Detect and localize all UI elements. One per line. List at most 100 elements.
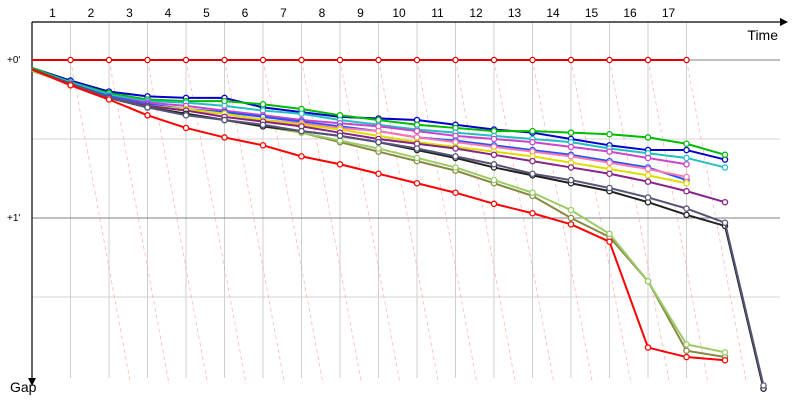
x-axis-label: Time [747, 27, 778, 43]
data-point [567, 164, 575, 171]
data-point [644, 178, 652, 185]
data-point [413, 56, 421, 64]
data-point [67, 82, 74, 89]
data-point [721, 198, 729, 206]
data-point [567, 221, 575, 228]
data-point [298, 56, 305, 64]
x-tick-label: 13 [508, 6, 522, 20]
data-point [567, 143, 575, 151]
data-point [644, 154, 652, 162]
data-point [182, 124, 190, 132]
data-point [606, 159, 613, 166]
lap-guide-line [416, 59, 478, 384]
data-point [221, 116, 228, 124]
data-point [336, 161, 344, 168]
x-tick-label: 9 [357, 6, 364, 20]
data-point [760, 382, 767, 389]
data-point [452, 145, 459, 152]
data-point [490, 151, 498, 159]
data-point [721, 219, 729, 226]
data-point [644, 165, 652, 173]
x-tick-label: 7 [280, 6, 287, 20]
data-point [529, 56, 536, 64]
data-point [606, 184, 613, 192]
y-axis-arrow [28, 378, 36, 386]
data-point [567, 206, 575, 214]
x-tick-label: 17 [662, 6, 676, 20]
data-point [567, 129, 575, 136]
series-line [31, 68, 687, 185]
y-tick-label: +0' [7, 55, 20, 66]
x-tick-label: 14 [546, 6, 560, 20]
data-point [529, 189, 536, 196]
series-12 [31, 68, 767, 392]
lap-guide-line [70, 59, 131, 384]
lap-guide-line [224, 59, 285, 384]
data-point [375, 170, 382, 178]
x-tick-label: 15 [585, 6, 599, 20]
x-tick-label: 16 [623, 6, 637, 20]
x-tick-label: 1 [49, 6, 56, 20]
data-point [644, 172, 652, 179]
data-point [683, 161, 690, 168]
data-point [644, 56, 652, 64]
lap-guide-line [147, 59, 208, 384]
series-line [31, 68, 687, 166]
data-point [721, 164, 729, 171]
lap-guide-line [455, 59, 516, 384]
data-point [490, 161, 498, 168]
data-point [606, 148, 613, 155]
series-10 [31, 70, 729, 361]
data-point [721, 356, 729, 364]
data-point [644, 344, 652, 351]
x-tick-label: 10 [392, 6, 406, 20]
data-point [298, 110, 305, 117]
y-tick-label: +1' [7, 213, 20, 224]
data-point [182, 112, 190, 119]
data-point [144, 104, 151, 111]
data-point [529, 138, 536, 146]
series-11 [31, 70, 729, 356]
data-point [721, 151, 729, 159]
x-axis-arrow [780, 18, 788, 26]
data-point [683, 179, 690, 187]
x-tick-label: 6 [242, 6, 249, 20]
data-point [529, 210, 536, 217]
data-point [452, 153, 459, 160]
series-1 [32, 56, 690, 64]
data-point [529, 157, 536, 165]
lap-guide-line [185, 59, 247, 384]
lap-guide-line [493, 59, 555, 384]
grid [32, 22, 780, 378]
data-point [490, 200, 498, 208]
series-layer [31, 56, 767, 392]
lap-guide-line [570, 59, 632, 384]
data-point [452, 189, 459, 196]
data-point [683, 205, 690, 212]
data-point [452, 56, 459, 64]
data-point [567, 214, 575, 222]
lap-guides [70, 59, 747, 384]
data-point [567, 56, 575, 64]
series-14 [31, 68, 729, 364]
data-point [721, 349, 729, 356]
data-point [683, 146, 690, 154]
data-point [221, 134, 228, 141]
data-point [105, 56, 113, 64]
data-point [490, 56, 498, 64]
data-point [336, 132, 344, 140]
data-point [221, 56, 228, 64]
data-point [644, 277, 652, 285]
data-point [529, 127, 536, 135]
data-point [683, 154, 690, 162]
data-point [298, 153, 305, 160]
series-line [31, 68, 765, 386]
data-point [259, 142, 267, 149]
lap-guide-line [647, 59, 709, 384]
data-point [529, 170, 536, 178]
data-point [567, 153, 575, 160]
data-point [490, 135, 498, 143]
axes [28, 18, 788, 386]
